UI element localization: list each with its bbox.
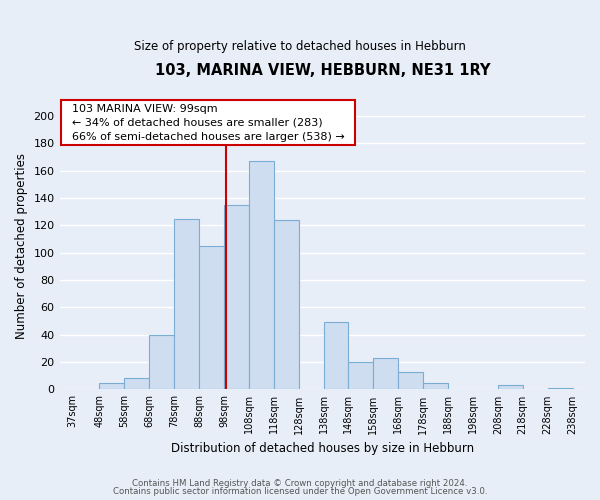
Bar: [373, 358, 398, 390]
X-axis label: Distribution of detached houses by size in Hebburn: Distribution of detached houses by size …: [171, 442, 474, 455]
Bar: [274, 220, 299, 390]
Bar: [349, 362, 373, 390]
Bar: [249, 161, 274, 390]
Bar: [224, 205, 249, 390]
Bar: [323, 322, 349, 390]
Bar: [124, 378, 149, 390]
Y-axis label: Number of detached properties: Number of detached properties: [15, 153, 28, 339]
Title: 103, MARINA VIEW, HEBBURN, NE31 1RY: 103, MARINA VIEW, HEBBURN, NE31 1RY: [155, 62, 490, 78]
Bar: [423, 382, 448, 390]
Bar: [398, 372, 423, 390]
Bar: [548, 388, 572, 390]
Text: 103 MARINA VIEW: 99sqm
  ← 34% of detached houses are smaller (283)
  66% of sem: 103 MARINA VIEW: 99sqm ← 34% of detached…: [65, 104, 352, 142]
Bar: [174, 218, 199, 390]
Bar: [149, 334, 174, 390]
Bar: [100, 382, 124, 390]
Text: Contains public sector information licensed under the Open Government Licence v3: Contains public sector information licen…: [113, 487, 487, 496]
Text: Size of property relative to detached houses in Hebburn: Size of property relative to detached ho…: [134, 40, 466, 53]
Bar: [199, 246, 224, 390]
Bar: [498, 386, 523, 390]
Text: Contains HM Land Registry data © Crown copyright and database right 2024.: Contains HM Land Registry data © Crown c…: [132, 478, 468, 488]
